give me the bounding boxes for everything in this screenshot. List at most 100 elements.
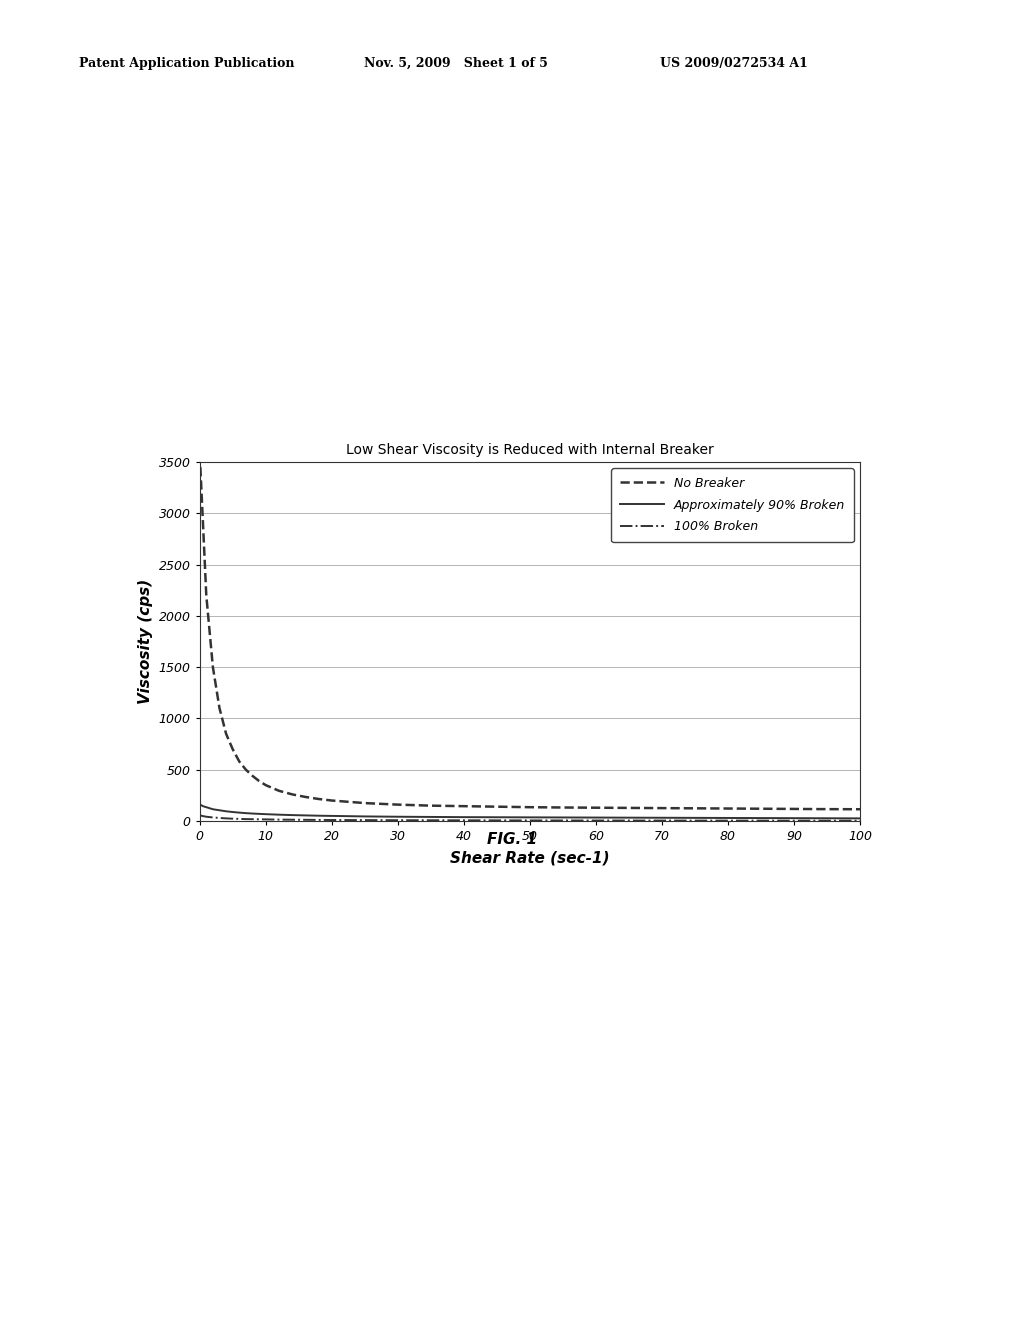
No Breaker: [286, 787, 298, 803]
No Breaker: [220, 726, 232, 742]
No Breaker: [490, 799, 503, 814]
No Breaker: [358, 795, 371, 810]
No Breaker: [458, 799, 470, 814]
100% Broken: [207, 809, 219, 825]
100% Broken: [590, 813, 602, 829]
No Breaker: [656, 800, 669, 816]
Approximately 90% Broken: [220, 804, 232, 820]
Approximately 90% Broken: [854, 810, 866, 826]
Text: US 2009/0272534 A1: US 2009/0272534 A1: [660, 57, 808, 70]
Title: Low Shear Viscosity is Reduced with Internal Breaker: Low Shear Viscosity is Reduced with Inte…: [346, 442, 714, 457]
No Breaker: [326, 792, 338, 808]
X-axis label: Shear Rate (sec-1): Shear Rate (sec-1): [451, 850, 609, 865]
Approximately 90% Broken: [247, 805, 259, 821]
100% Broken: [240, 812, 252, 828]
No Breaker: [197, 516, 209, 532]
100% Broken: [226, 810, 239, 826]
100% Broken: [247, 812, 259, 828]
Approximately 90% Broken: [755, 810, 767, 826]
Legend: No Breaker, Approximately 90% Broken, 100% Broken: No Breaker, Approximately 90% Broken, 10…: [611, 469, 854, 543]
No Breaker: [391, 797, 403, 813]
Approximately 90% Broken: [240, 805, 252, 821]
Approximately 90% Broken: [326, 808, 338, 824]
Approximately 90% Broken: [272, 807, 285, 822]
100% Broken: [755, 813, 767, 829]
100% Broken: [788, 813, 801, 829]
100% Broken: [195, 808, 207, 824]
100% Broken: [557, 813, 569, 829]
No Breaker: [524, 800, 537, 816]
No Breaker: [590, 800, 602, 816]
No Breaker: [226, 742, 239, 758]
Line: No Breaker: No Breaker: [201, 467, 860, 809]
No Breaker: [260, 777, 272, 793]
Approximately 90% Broken: [656, 810, 669, 826]
100% Broken: [326, 812, 338, 828]
No Breaker: [821, 801, 834, 817]
100% Broken: [821, 813, 834, 829]
Line: Approximately 90% Broken: Approximately 90% Broken: [201, 805, 860, 818]
Approximately 90% Broken: [425, 809, 437, 825]
No Breaker: [272, 783, 285, 799]
No Breaker: [200, 587, 212, 603]
100% Broken: [197, 808, 209, 824]
Approximately 90% Broken: [233, 805, 246, 821]
Text: FIG. 1: FIG. 1: [487, 832, 537, 846]
Approximately 90% Broken: [312, 808, 325, 824]
No Breaker: [425, 797, 437, 813]
100% Broken: [689, 813, 701, 829]
Approximately 90% Broken: [524, 809, 537, 825]
Approximately 90% Broken: [253, 807, 265, 822]
No Breaker: [755, 801, 767, 817]
100% Broken: [213, 810, 225, 826]
Approximately 90% Broken: [207, 801, 219, 817]
100% Broken: [299, 812, 311, 828]
Text: Nov. 5, 2009   Sheet 1 of 5: Nov. 5, 2009 Sheet 1 of 5: [364, 57, 548, 70]
100% Broken: [854, 813, 866, 829]
No Breaker: [623, 800, 635, 816]
Approximately 90% Broken: [458, 809, 470, 825]
No Breaker: [213, 701, 225, 717]
No Breaker: [854, 801, 866, 817]
100% Broken: [272, 812, 285, 828]
Approximately 90% Broken: [286, 807, 298, 822]
Approximately 90% Broken: [557, 809, 569, 825]
100% Broken: [220, 810, 232, 826]
No Breaker: [233, 754, 246, 770]
100% Broken: [623, 813, 635, 829]
100% Broken: [358, 812, 371, 828]
100% Broken: [490, 812, 503, 828]
No Breaker: [788, 801, 801, 817]
Approximately 90% Broken: [788, 810, 801, 826]
No Breaker: [722, 801, 734, 817]
100% Broken: [260, 812, 272, 828]
Approximately 90% Broken: [689, 810, 701, 826]
Approximately 90% Broken: [722, 810, 734, 826]
100% Broken: [458, 812, 470, 828]
Approximately 90% Broken: [299, 808, 311, 824]
100% Broken: [200, 809, 212, 825]
No Breaker: [689, 800, 701, 816]
Approximately 90% Broken: [821, 810, 834, 826]
100% Broken: [391, 812, 403, 828]
100% Broken: [524, 813, 537, 829]
No Breaker: [240, 762, 252, 777]
No Breaker: [247, 768, 259, 784]
Approximately 90% Broken: [200, 800, 212, 816]
Approximately 90% Broken: [590, 809, 602, 825]
No Breaker: [253, 774, 265, 789]
No Breaker: [207, 659, 219, 675]
Approximately 90% Broken: [197, 799, 209, 814]
100% Broken: [233, 810, 246, 826]
No Breaker: [195, 459, 207, 475]
100% Broken: [286, 812, 298, 828]
Line: 100% Broken: 100% Broken: [201, 816, 860, 821]
Approximately 90% Broken: [623, 809, 635, 825]
Y-axis label: Viscosity (cps): Viscosity (cps): [138, 579, 154, 704]
Approximately 90% Broken: [226, 804, 239, 820]
Text: Patent Application Publication: Patent Application Publication: [79, 57, 294, 70]
Approximately 90% Broken: [358, 809, 371, 825]
100% Broken: [253, 812, 265, 828]
100% Broken: [722, 813, 734, 829]
Approximately 90% Broken: [490, 809, 503, 825]
